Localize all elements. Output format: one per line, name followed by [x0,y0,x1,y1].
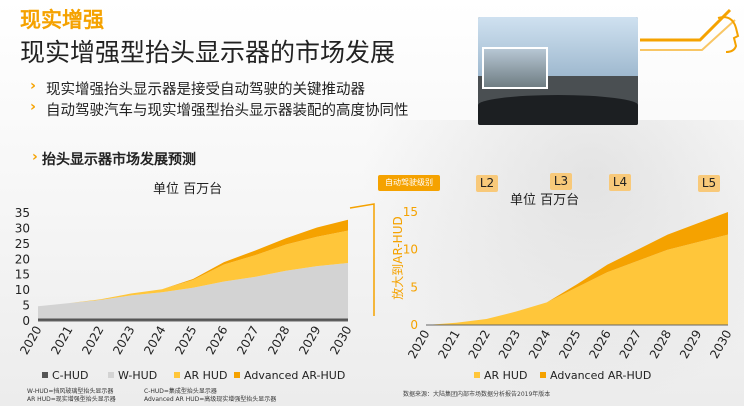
y-tick-label: 10 [15,283,30,297]
footnote: W-HUD=挡风玻璃型抬头显示器 [27,388,114,395]
legend-advanced-ar-hud: Advanced AR-HUD [234,369,345,382]
x-tick-label: 2024 [141,324,168,357]
level-pill: L4 [609,174,631,191]
legend-swatch [174,372,180,378]
section-title: › 抬头显示器市场发展预测 [32,149,196,169]
bullet-item: › 自动驾驶汽车与现实增强型抬头显示器装配的高度协同性 [30,99,409,120]
bullet-text: 现实增强抬头显示器是接受自动驾驶的关键推动器 [46,82,365,98]
page-kicker: 现实增强 [20,8,104,32]
legend-w-hud: W-HUD [108,369,157,382]
legend-label: Advanced AR-HUD [550,369,652,382]
x-tick-label: 2020 [17,324,44,357]
car-dashboard-hud-photo [478,17,638,125]
footnote: AR HUD=现实增强型抬头显示器 [27,396,116,403]
series-area-advanced-ar-hud [38,219,348,307]
chart-title-right: 单位 百万台 [510,193,580,208]
x-tick-label: 2026 [586,328,613,361]
x-tick-label: 2022 [466,328,493,361]
x-tick-label: 2027 [617,328,644,361]
zoom-connector-line [349,203,375,316]
y-tick-label: 10 [403,243,418,257]
legend-c-hud: C-HUD [42,369,88,382]
legend-swatch [108,372,114,378]
y-tick-label: 0 [22,314,30,328]
y-tick-label: 5 [410,280,418,294]
y-axis-title: 放大到AR-HUD [390,216,405,299]
y-tick-label: 15 [15,268,30,282]
series-area-ar-hud [38,230,348,307]
x-tick-label: 2026 [203,324,230,357]
x-tick-label: 2024 [526,328,553,361]
x-tick-label: 2021 [435,328,462,361]
series-area-w-hud [38,263,348,319]
y-tick-label: 15 [403,205,418,219]
level-pill: L2 [476,175,498,192]
autonomy-level-label: 自动驾驶级别 [378,175,440,191]
y-tick-label: 20 [15,252,30,266]
y-tick-label: 35 [15,206,30,220]
y-tick-label: 5 [22,299,30,313]
y-tick-label: 25 [15,237,30,251]
x-tick-label: 2028 [265,324,292,357]
x-tick-label: 2028 [647,328,674,361]
chart-title-left: 单位 百万台 [153,182,223,197]
legend-swatch [234,372,240,378]
legend-swatch [474,372,480,378]
chevron-right-icon: › [30,99,36,115]
x-tick-label: 2023 [496,328,523,361]
x-tick-label: 2023 [110,324,137,357]
x-tick-label: 2030 [707,328,734,361]
series-area-c-hud [38,318,348,321]
x-tick-label: 2029 [677,328,704,361]
footnote: C-HUD=集成型抬头显示器 [144,388,217,395]
legend-swatch [540,372,546,378]
section-title-text: 抬头显示器市场发展预测 [42,152,196,168]
legend-label: W-HUD [118,369,158,382]
chevron-right-icon: › [32,149,38,165]
level-pill: L5 [698,175,720,192]
y-tick-label: 30 [15,221,30,235]
x-tick-label: 2025 [172,324,199,357]
hud-inset-photo [482,47,548,89]
source-note: 数据来源：大陆集团内部市场数据分析报告2019年版本 [403,391,551,398]
legend-label: C-HUD [52,369,89,382]
x-tick-label: 2025 [556,328,583,361]
legend-label: Advanced AR-HUD [244,369,346,382]
x-tick-label: 2022 [79,324,106,357]
series-area-advanced-ar-hud [426,212,728,325]
x-tick-label: 2029 [296,324,323,357]
legend-label: AR HUD [484,369,528,382]
x-tick-label: 2021 [48,324,75,357]
level-pill: L3 [550,173,572,190]
y-tick-label: 0 [410,318,418,332]
legend-ar-hud-right: AR HUD [474,369,527,382]
legend-advanced-ar-hud-right: Advanced AR-HUD [540,369,651,382]
legend-ar-hud: AR HUD [174,369,227,382]
bullet-text: 自动驾驶汽车与现实增强型抬头显示器装配的高度协同性 [46,103,409,119]
legend-swatch [42,372,48,378]
series-area-ar-hud [426,234,728,325]
legend-label: AR HUD [184,369,228,382]
x-tick-label: 2027 [234,324,261,357]
car-head-hud-line-icon [640,8,740,53]
bullet-item: › 现实增强抬头显示器是接受自动驾驶的关键推动器 [30,78,365,99]
footnote: Advanced AR HUD=高级现实增强型抬头显示器 [144,396,277,403]
x-tick-label: 2020 [405,328,432,361]
chevron-right-icon: › [30,78,36,94]
page-title: 现实增强型抬头显示器的市场发展 [20,38,396,67]
